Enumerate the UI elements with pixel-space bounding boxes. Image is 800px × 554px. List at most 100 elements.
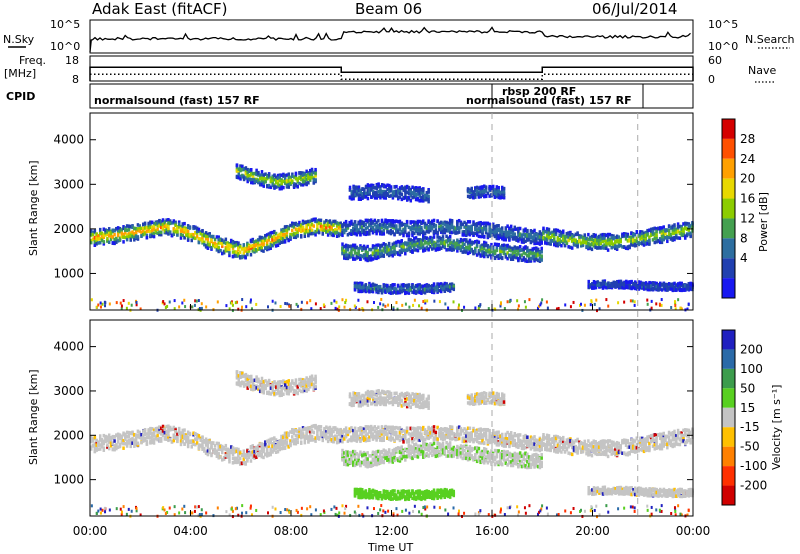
power-cell — [585, 236, 588, 241]
power-cell — [404, 251, 407, 256]
power-cell — [533, 238, 536, 243]
power-cell — [371, 230, 375, 235]
power-cell — [99, 301, 102, 305]
power-cell — [484, 230, 488, 235]
power-cell — [206, 246, 210, 250]
power-cell — [563, 239, 567, 243]
power-cell — [536, 241, 540, 245]
power-cell — [361, 187, 364, 191]
power-cell — [246, 177, 249, 181]
power-cell — [509, 224, 513, 229]
power-cell — [271, 235, 274, 240]
power-cell — [378, 231, 382, 236]
power-cell — [468, 238, 472, 243]
power-cell — [429, 224, 432, 229]
power-cell — [445, 234, 448, 239]
power-cell — [387, 230, 391, 235]
power-cell — [173, 307, 176, 311]
power-cell — [547, 231, 551, 235]
power-cell — [624, 237, 628, 241]
power-cell — [626, 234, 630, 238]
power-cell — [369, 283, 373, 287]
power-cell — [152, 222, 156, 226]
velocity-cell — [106, 436, 109, 441]
power-cell — [341, 223, 344, 227]
power-cell — [359, 230, 362, 235]
velocity-cell — [104, 434, 107, 439]
power-cell — [127, 232, 131, 236]
power-cell — [283, 228, 287, 233]
power-cell — [646, 228, 649, 233]
power-cell — [632, 281, 635, 286]
power-cell — [436, 285, 439, 290]
power-cell — [479, 254, 482, 258]
power-cell — [98, 227, 102, 232]
power-cell — [378, 222, 382, 227]
power-cell — [547, 241, 551, 246]
power-cell — [308, 178, 312, 182]
power-cell — [163, 302, 166, 306]
power-cell — [448, 224, 452, 228]
power-cell — [392, 307, 395, 311]
power-cell — [675, 227, 678, 232]
power-cell — [468, 242, 472, 247]
power-cell — [422, 249, 425, 253]
power-cell — [651, 227, 655, 231]
power-cell — [316, 223, 319, 227]
power-cell — [545, 230, 549, 234]
power-cell — [359, 222, 362, 226]
power-cell — [673, 223, 676, 227]
power-cell — [673, 285, 676, 290]
power-cell — [441, 230, 445, 234]
power-cell — [526, 237, 529, 242]
power-cell — [553, 228, 556, 232]
power-cell — [377, 219, 380, 223]
power-cell — [303, 181, 307, 186]
velocity-cell — [134, 436, 138, 441]
power-cell — [244, 249, 247, 253]
power-cell — [563, 236, 567, 240]
power-cell — [237, 251, 240, 256]
power-cell — [639, 230, 642, 234]
power-cell — [353, 224, 357, 229]
power-cell — [517, 233, 520, 237]
power-cell — [359, 193, 363, 197]
power-cell — [671, 225, 674, 230]
power-cell — [418, 188, 421, 192]
power-cell — [648, 280, 651, 285]
power-cell — [402, 248, 405, 253]
power-cell — [465, 247, 468, 252]
power-cell — [427, 227, 430, 231]
power-cell — [468, 240, 472, 245]
power-cell — [511, 234, 515, 238]
power-cell — [508, 253, 511, 258]
power-cell — [183, 227, 186, 232]
power-cell — [251, 249, 255, 253]
power-cell — [680, 281, 683, 286]
power-cell — [228, 244, 231, 248]
power-cell — [441, 221, 445, 225]
power-cell — [506, 251, 509, 255]
power-cell — [294, 231, 298, 236]
power-cell — [260, 245, 263, 250]
power-cell — [549, 236, 552, 240]
power-cell — [430, 290, 434, 294]
power-cell — [488, 234, 491, 238]
power-cell — [524, 257, 527, 262]
power-cell — [598, 283, 601, 287]
power-cell — [411, 195, 414, 200]
power-cell — [402, 222, 405, 227]
power-cell — [269, 177, 273, 181]
power-cell — [140, 234, 143, 239]
power-cell — [262, 236, 265, 240]
power-cell — [242, 254, 246, 259]
power-cell — [468, 189, 472, 194]
power-cell — [186, 229, 190, 234]
velocity-cell — [116, 439, 120, 443]
power-cell — [258, 182, 262, 187]
power-cell — [522, 258, 526, 262]
power-cell — [508, 236, 511, 240]
power-cell — [422, 284, 425, 289]
power-cell — [578, 235, 581, 240]
power-cell — [282, 185, 285, 190]
